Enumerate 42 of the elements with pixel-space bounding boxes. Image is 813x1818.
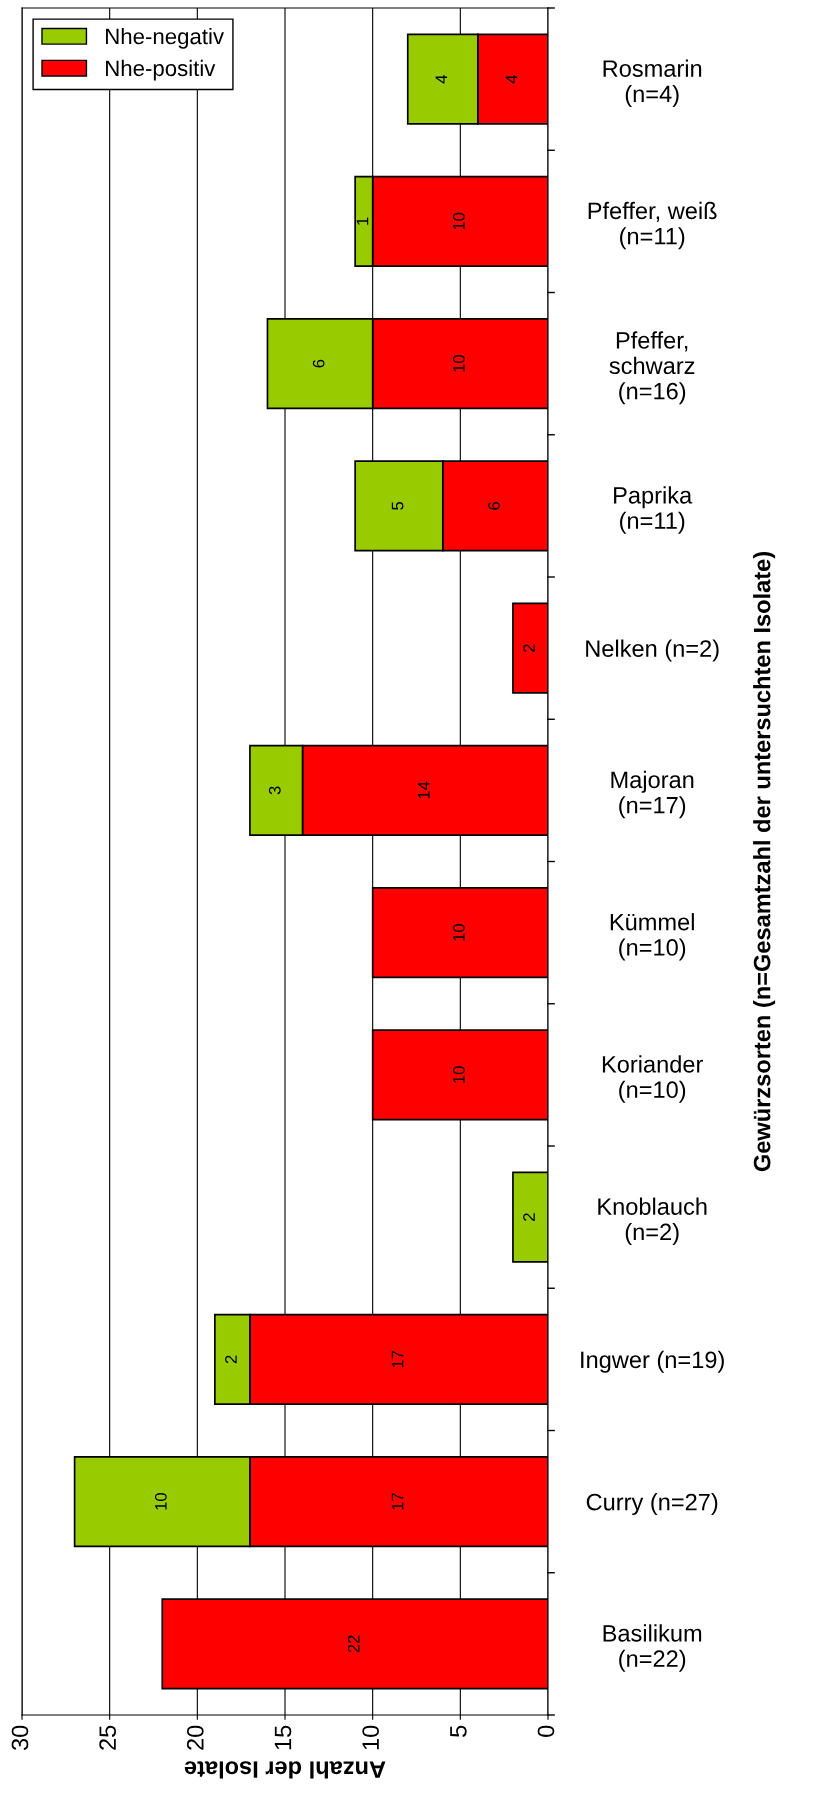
y-tick-label: Majoran (n=17) — [611, 770, 694, 819]
data-label: 4 — [435, 74, 448, 84]
data-label: 10 — [453, 212, 465, 230]
x-tick-label: 0 — [537, 1725, 555, 1737]
legend-label: Nhe-positiv — [106, 59, 216, 81]
y-tick-label: Koriander (n=10) — [602, 1055, 703, 1103]
data-label: 10 — [453, 1066, 465, 1083]
y-tick-label: Pfeffer, schwarz (n=16) — [609, 331, 695, 405]
y-tick-label: Knoblauch (n=2) — [598, 1197, 707, 1245]
x-tick-label: 15 — [274, 1725, 292, 1750]
data-label: 2 — [225, 1355, 237, 1364]
data-label: 10 — [453, 924, 465, 941]
x-tick-label: 25 — [99, 1725, 116, 1750]
y-tick-label: Pfeffer, weiß (n=11) — [588, 201, 717, 250]
x-tick-label: 10 — [362, 1725, 379, 1750]
data-label: 10 — [154, 1493, 167, 1510]
data-label: 22 — [347, 1635, 360, 1653]
data-label: 6 — [488, 501, 500, 510]
y-tick-label: Ingwer (n=19) — [581, 1350, 724, 1373]
data-label: 1 — [356, 217, 369, 225]
y-tick-label: Nelken (n=2) — [586, 639, 719, 662]
y-tick-label: Kümmel (n=10) — [610, 913, 694, 961]
data-label: 2 — [523, 644, 535, 652]
data-label: 5 — [391, 501, 404, 510]
data-label: 4 — [505, 74, 518, 84]
data-label: 3 — [268, 786, 281, 795]
legend-label: Nhe-negativ — [106, 28, 224, 49]
x-tick-label: 30 — [11, 1725, 29, 1751]
data-label: 14 — [418, 781, 430, 799]
y-axis-title: Gewürzsorten (n=Gesamtzahl der untersuchten Isolate) — [753, 552, 776, 1172]
y-tick-label: Rosmarin (n=4) — [603, 59, 702, 107]
y-tick-label: Basilikum (n=22) — [603, 1624, 702, 1672]
data-label: 17 — [391, 1350, 404, 1368]
x-axis-title: Anzahl der Isolate — [184, 1761, 386, 1779]
data-label: 2 — [523, 1213, 535, 1221]
y-tick-label: Paprika (n=11) — [614, 486, 693, 534]
x-tick-label: 5 — [450, 1725, 467, 1737]
y-tick-label: Curry (n=27) — [586, 1493, 718, 1516]
x-tick-label: 20 — [186, 1725, 204, 1750]
data-label: 10 — [453, 355, 465, 372]
data-label: 17 — [391, 1493, 404, 1510]
data-label: 6 — [312, 359, 325, 368]
